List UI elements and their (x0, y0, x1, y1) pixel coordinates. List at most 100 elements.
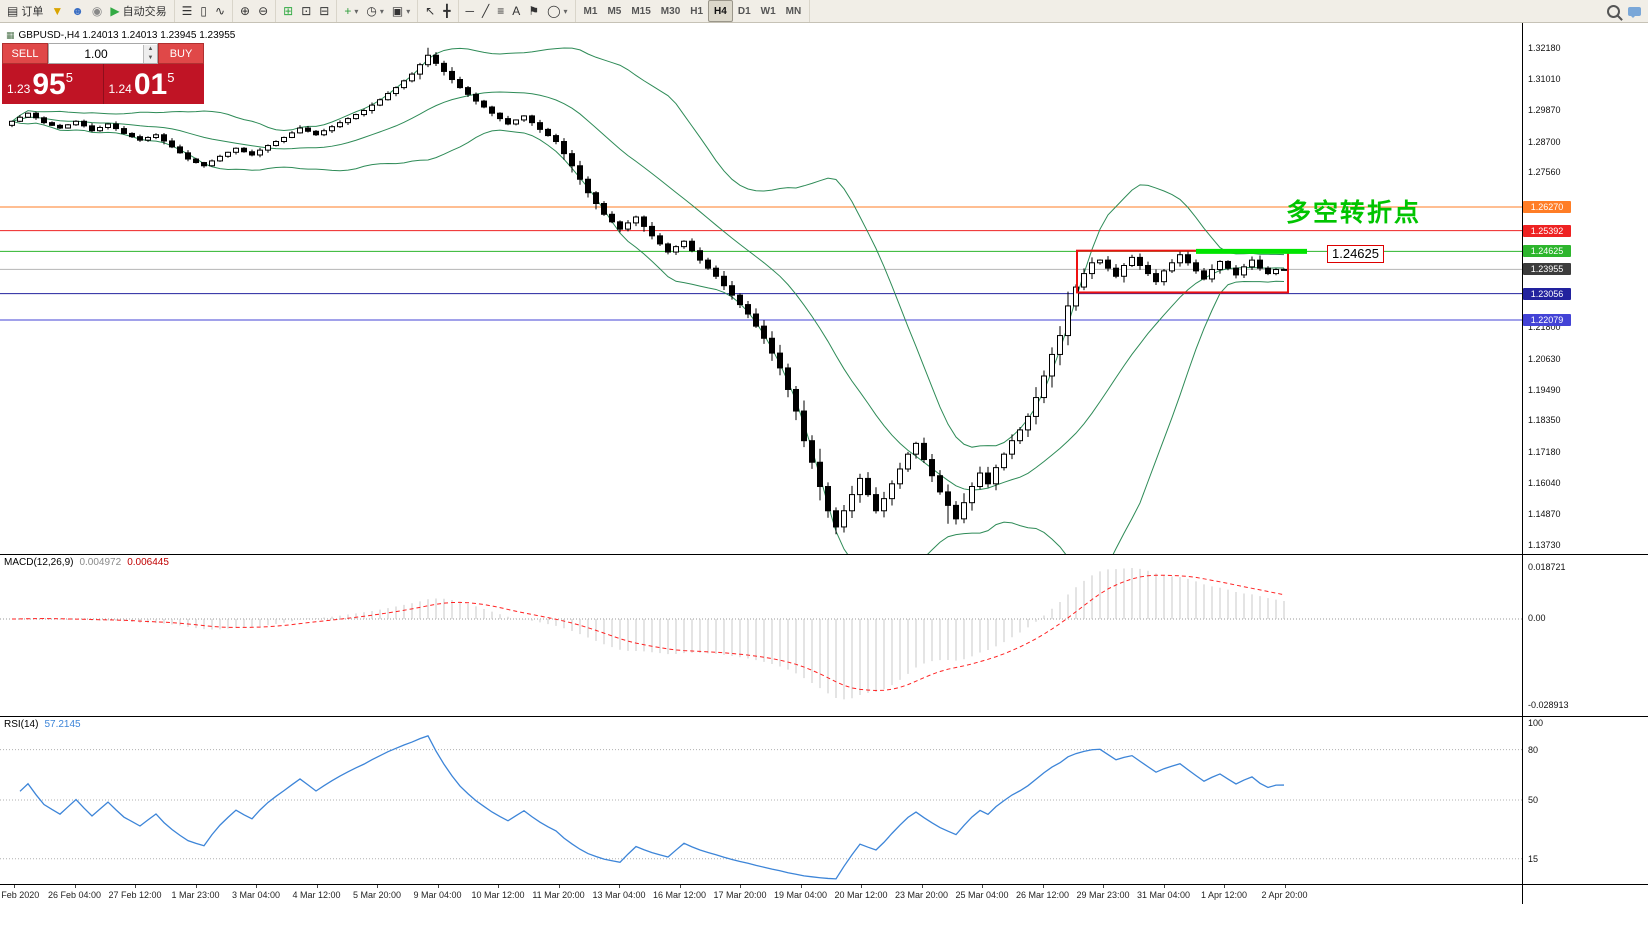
autotrading-play-icon: ▶ (110, 4, 120, 18)
time-axis-tick (1163, 885, 1165, 888)
new-order-icon: ▤ (7, 4, 19, 18)
toolbar-group-zoom: ⊕ ⊖ (233, 0, 277, 22)
time-axis-label: 26 Feb 04:00 (47, 890, 102, 900)
zoom-in-button[interactable]: ⊕ (236, 1, 254, 21)
periods-button-dropdown-icon[interactable]: ▾ (379, 6, 384, 16)
auto-scroll-icon: ⊟ (319, 4, 330, 18)
volume-spinner[interactable]: ▲ ▼ (143, 44, 157, 63)
price-axis-label: 1.28700 (1528, 136, 1561, 147)
price-axis-label: 1.16040 (1528, 477, 1561, 488)
time-axis-label: 26 Mar 12:00 (1015, 890, 1070, 900)
crosshair-button[interactable]: ╋ (439, 1, 454, 21)
macd-panel-canvas[interactable] (0, 554, 1522, 716)
metaquotes-button[interactable]: ◉ (88, 1, 106, 21)
time-axis-label: 9 Mar 04:00 (413, 890, 462, 900)
time-axis-label: 13 Mar 04:00 (592, 890, 646, 900)
new-order-button[interactable]: ▤ 订单 (3, 1, 47, 21)
timeframe-m5[interactable]: M5 (607, 5, 622, 17)
volume-input[interactable]: 1.00 ▲ ▼ (48, 43, 158, 64)
price-axis-separator (1522, 22, 1523, 904)
time-axis-tick (377, 885, 378, 888)
metaquotes-icon: ◉ (91, 4, 103, 18)
symbol-header: ▦ GBPUSD-,H4 1.24013 1.24013 1.23945 1.23… (6, 30, 235, 41)
cursor-button[interactable]: ↖ (421, 1, 439, 21)
timeframe-m15[interactable]: M15 (631, 5, 651, 17)
time-axis-tick (800, 885, 802, 888)
zoom-out-button[interactable]: ⊖ (254, 1, 272, 21)
time-axis-tick (316, 885, 318, 888)
equidistant-channel-button[interactable]: ≡ (493, 1, 508, 21)
text-button[interactable]: A (508, 1, 524, 21)
price-level-badge: 1.22079 (1523, 313, 1571, 326)
bar-chart-button[interactable]: ☰ (178, 1, 197, 21)
tile-windows-button[interactable]: ⊞ (279, 1, 297, 21)
crosshair-icon: ╋ (443, 4, 451, 18)
rsi-panel-canvas[interactable] (0, 716, 1522, 884)
time-axis-tick (1284, 885, 1286, 888)
channel-icon: ≡ (497, 4, 505, 18)
horizontal-line-button[interactable]: ─ (462, 1, 479, 21)
timeframe-h1[interactable]: H1 (690, 5, 704, 17)
trendline-icon: ╱ (482, 4, 490, 18)
label-flag-icon: ⚑ (528, 4, 540, 18)
time-axis-tick (558, 885, 560, 888)
chart-shift-button[interactable]: ⊡ (297, 1, 315, 21)
time-axis-label: 2 Apr 20:00 (1261, 890, 1308, 900)
spinner-down-icon[interactable]: ▼ (144, 53, 157, 63)
cursor-icon: ↖ (425, 4, 436, 18)
templates-button-dropdown-icon[interactable]: ▾ (406, 6, 411, 16)
toolbar-group-right (1600, 0, 1648, 22)
time-axis-label: 10 Mar 12:00 (471, 890, 525, 900)
label-button[interactable]: ⚑ (524, 1, 543, 21)
timeframe-m1[interactable]: M1 (583, 5, 598, 17)
turning-point-annotation: 多空转折点 (1286, 199, 1422, 227)
price-axis-label: 1.29870 (1528, 104, 1561, 115)
clock-icon: ◷ (366, 4, 377, 18)
funnel-button[interactable]: ▼ (47, 1, 67, 21)
templates-button[interactable]: ▣ ▾ (388, 1, 414, 21)
candlestick-chart-button[interactable]: ▯ (196, 1, 211, 21)
timeframe-m30[interactable]: M30 (660, 5, 681, 17)
accounts-button[interactable]: ☻ (67, 1, 88, 21)
zoom-out-icon: ⊖ (258, 4, 269, 18)
spinner-up-icon[interactable]: ▲ (144, 44, 157, 54)
timeframe-mn[interactable]: MN (785, 5, 802, 17)
bar-chart-icon: ☰ (181, 4, 193, 18)
new-order-button-label: 订单 (21, 6, 44, 18)
line-chart-button[interactable]: ∿ (211, 1, 229, 21)
main-chart-canvas[interactable] (0, 22, 1522, 554)
buy-button[interactable]: BUY (158, 43, 204, 64)
periods-button[interactable]: ◷ ▾ (362, 1, 388, 21)
time-axis-label: 31 Mar 04:00 (1136, 890, 1191, 900)
autotrading-button[interactable]: ▶ 自动交易 (106, 1, 170, 21)
toolbar-group-orders: ▤ 订单 ▼ ☻ ◉ ▶ 自动交易 (0, 0, 175, 22)
shapes-button[interactable]: ◯ ▾ (543, 1, 571, 21)
buy-price-panel[interactable]: 1.24 01 5 (103, 64, 204, 104)
search-button[interactable] (1603, 1, 1624, 21)
time-axis-label: 29 Mar 23:00 (1076, 890, 1130, 900)
sell-price-panel[interactable]: 1.23 95 5 (2, 64, 104, 104)
timeframe-d1[interactable]: D1 (737, 5, 751, 17)
time-axis-label: 25 Feb 2020 (0, 890, 40, 900)
chat-icon (1628, 6, 1641, 18)
horizontal-line-icon: ─ (465, 4, 475, 18)
text-icon: A (512, 4, 521, 18)
trendline-button[interactable]: ╱ (478, 1, 493, 21)
shapes-button-dropdown-icon[interactable]: ▾ (563, 6, 568, 16)
price-level-badge: 1.25392 (1523, 224, 1571, 237)
toolbar-groups: ▤ 订单 ▼ ☻ ◉ ▶ 自动交易 ☰ ▯ ∿ ⊕ ⊖ ⊞ ⊡ ⊟ + ▾ ◷ ▾ ▣ ▾ ↖ ╋ ─ ╱ ≡ A ⚑ ◯ ▾ M1 M5 M1… (0, 0, 811, 22)
auto-scroll-button[interactable]: ⊟ (315, 1, 333, 21)
tile-windows-icon: ⊞ (283, 4, 294, 18)
price-level-badge: 1.23056 (1523, 287, 1571, 300)
indicators-button[interactable]: + ▾ (340, 1, 362, 21)
sell-button[interactable]: SELL (2, 43, 48, 64)
rsi-value: 57.2145 (44, 719, 81, 730)
symbol-ohlc-text: GBPUSD-,H4 1.24013 1.24013 1.23945 1.239… (18, 30, 236, 41)
time-axis-label: 11 Mar 20:00 (532, 890, 585, 900)
autotrading-button-label: 自动交易 (122, 6, 167, 18)
timeframe-w1[interactable]: W1 (760, 5, 776, 17)
timeframe-h4[interactable]: H4 (708, 0, 733, 22)
community-chat-button[interactable] (1624, 1, 1645, 21)
indicators-button-dropdown-icon[interactable]: ▾ (354, 6, 359, 16)
candlestick-chart-icon: ▯ (200, 4, 207, 18)
